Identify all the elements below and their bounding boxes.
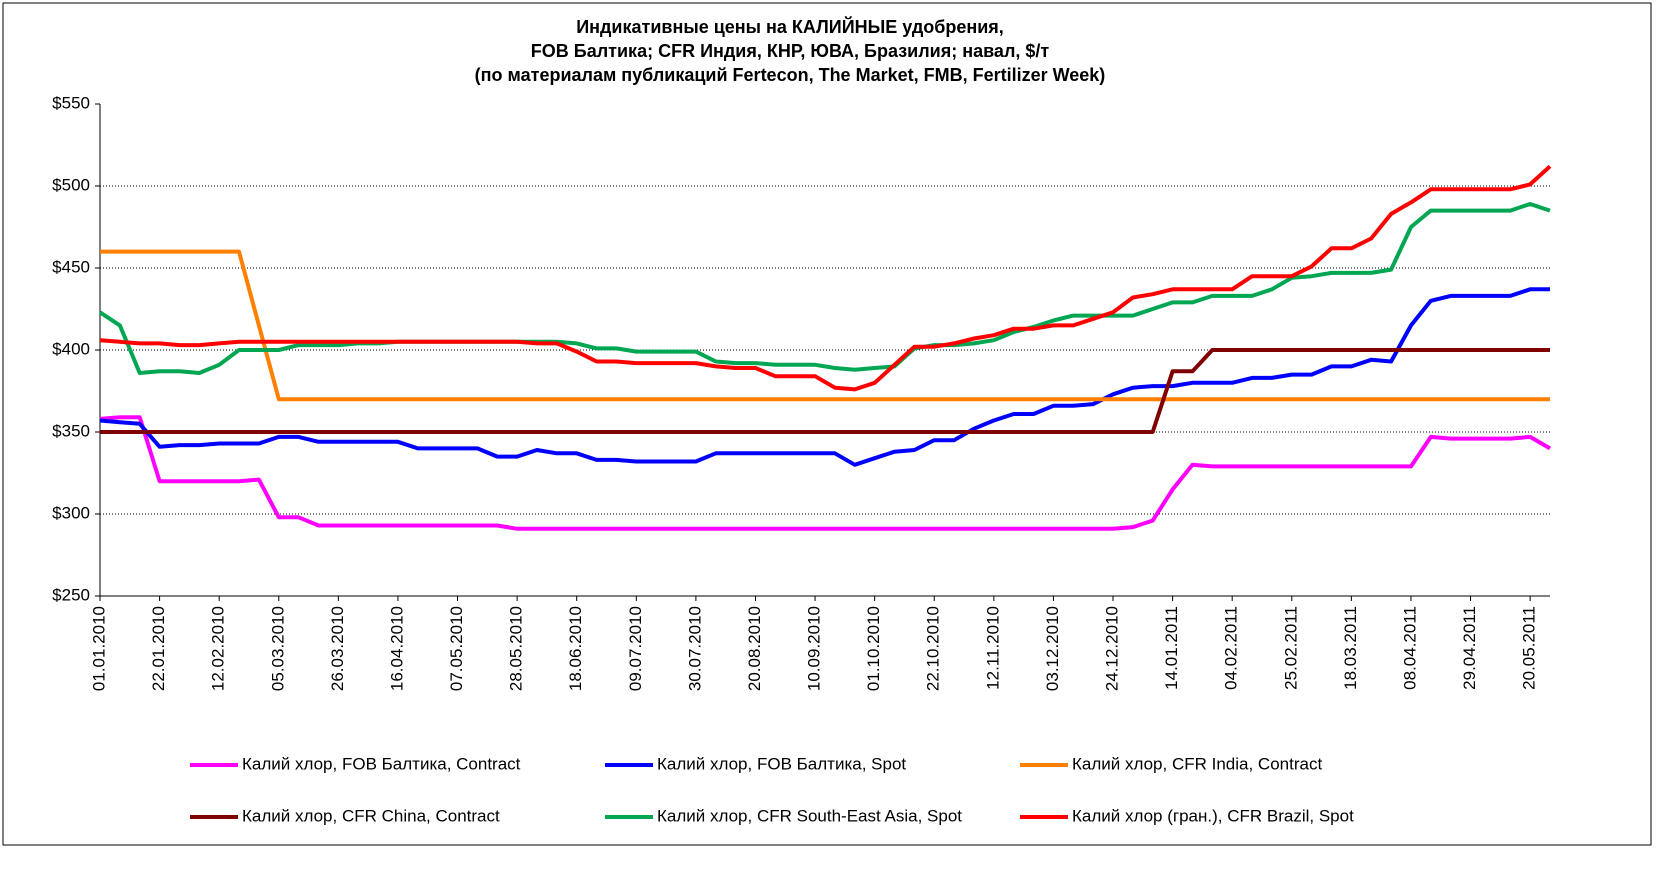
x-tick-label: 30.07.2010 xyxy=(685,606,704,691)
series-line xyxy=(99,287,1550,467)
x-tick-label: 22.01.2010 xyxy=(149,606,168,691)
x-tick-label: 14.01.2011 xyxy=(1162,606,1181,690)
legend-label: Калий хлор, CFR India, Contract xyxy=(1072,754,1322,773)
x-tick-label: 04.02.2011 xyxy=(1222,606,1241,690)
x-tick-label: 24.12.2010 xyxy=(1102,606,1121,691)
x-tick-label: 18.06.2010 xyxy=(566,606,585,691)
x-tick-label: 20.05.2011 xyxy=(1520,606,1539,690)
chart-title: (по материалам публикаций Fertecon, The … xyxy=(475,65,1106,85)
x-tick-label: 10.09.2010 xyxy=(805,606,824,691)
legend-label: Калий хлор, CFR South-East Asia, Spot xyxy=(657,806,962,825)
y-tick-label: $500 xyxy=(52,175,90,194)
x-tick-label: 29.04.2011 xyxy=(1460,606,1479,690)
x-tick-label: 07.05.2010 xyxy=(447,606,466,691)
y-tick-label: $300 xyxy=(52,503,90,522)
series-line xyxy=(98,202,1551,375)
legend-label: Калий хлор, CFR China, Contract xyxy=(242,806,500,825)
x-tick-label: 18.03.2011 xyxy=(1341,606,1360,690)
y-tick-label: $400 xyxy=(52,339,90,358)
x-tick-label: 12.11.2010 xyxy=(983,606,1002,690)
legend-label: Калий хлор, FOB Балтика, Contract xyxy=(242,754,521,773)
series-line xyxy=(100,348,1550,434)
y-tick-label: $350 xyxy=(52,421,90,440)
x-tick-label: 20.08.2010 xyxy=(745,606,764,691)
x-tick-label: 28.05.2010 xyxy=(507,606,526,691)
y-tick-label: $550 xyxy=(52,93,90,112)
x-tick-label: 05.03.2010 xyxy=(268,606,287,691)
x-tick-label: 25.02.2011 xyxy=(1281,606,1300,690)
x-tick-label: 22.10.2010 xyxy=(924,606,943,691)
x-tick-label: 26.03.2010 xyxy=(328,606,347,691)
x-tick-label: 08.04.2011 xyxy=(1400,606,1419,690)
y-tick-label: $450 xyxy=(52,257,90,276)
x-tick-label: 16.04.2010 xyxy=(387,606,406,691)
y-tick-label: $250 xyxy=(52,585,90,604)
series-line xyxy=(100,249,1550,402)
x-tick-label: 12.02.2010 xyxy=(209,606,228,691)
chart-title: FOB Балтика; CFR Индия, КНР, ЮВА, Бразил… xyxy=(531,41,1050,61)
x-tick-label: 01.01.2010 xyxy=(89,606,108,691)
legend-label: Калий хлор, FOB Балтика, Spot xyxy=(657,754,906,773)
x-tick-label: 01.10.2010 xyxy=(864,606,883,691)
x-tick-label: 03.12.2010 xyxy=(1043,606,1062,691)
x-tick-label: 09.07.2010 xyxy=(626,606,645,691)
legend-label: Калий хлор (гран.), CFR Brazil, Spot xyxy=(1072,806,1354,825)
series-line xyxy=(99,164,1552,392)
chart-title: Индикативные цены на КАЛИЙНЫЕ удобрения, xyxy=(576,16,1004,37)
series-line xyxy=(99,415,1552,531)
